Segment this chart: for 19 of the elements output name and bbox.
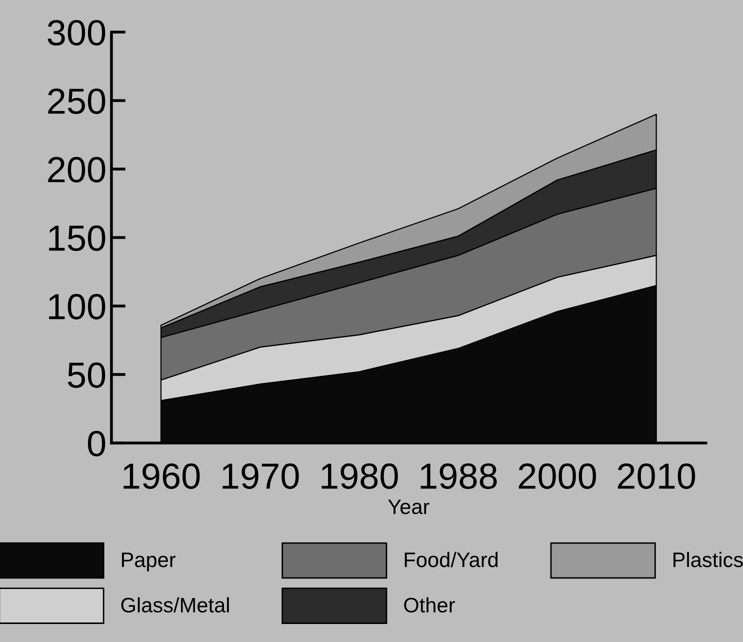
x-tick-label: 2010 xyxy=(618,463,696,489)
y-tick-label: 300 xyxy=(48,20,106,46)
y-tick-label: 0 xyxy=(88,430,106,456)
y-tick-label: 150 xyxy=(49,225,106,251)
x-tick-label: 1970 xyxy=(222,463,299,489)
x-tick-label: 2000 xyxy=(518,463,596,489)
y-tick-label: 100 xyxy=(49,294,106,320)
x-tick-label: 1988 xyxy=(420,463,497,489)
legend-label: Paper xyxy=(122,552,176,572)
legend-label: Other xyxy=(404,597,455,613)
y-tick-label: 50 xyxy=(68,362,106,388)
x-tick-label: 1980 xyxy=(322,463,398,489)
x-axis-title: Year xyxy=(388,500,430,514)
legend-label: Plastics xyxy=(674,552,743,568)
x-tick-label: 1960 xyxy=(124,463,200,489)
y-tick-label: 250 xyxy=(48,88,106,114)
legend-label: Glass/Metal xyxy=(121,597,229,613)
y-tick-label: 200 xyxy=(48,156,106,182)
legend-label: Food/Yard xyxy=(404,552,498,568)
